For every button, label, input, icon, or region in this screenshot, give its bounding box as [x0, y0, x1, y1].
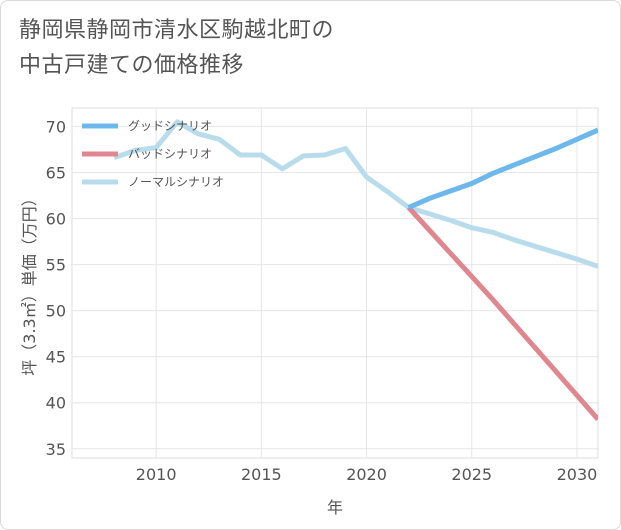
legend-label-bad: バッドシナリオ: [128, 147, 212, 161]
y-tick-label: 65: [46, 163, 66, 182]
x-tick-label: 2020: [346, 465, 387, 484]
x-tick-label: 2015: [241, 465, 282, 484]
series-line-bad: [406, 205, 598, 421]
y-tick-label: 50: [46, 302, 66, 321]
x-tick-label: 2010: [136, 465, 177, 484]
axis-ticks: 35 40 45 50 55 60 65 70 2010 2015 2020 2025 2030: [46, 117, 598, 484]
chart-title-line1: 静岡県静岡市清水区駒越北町の: [19, 18, 335, 43]
y-tick-label: 55: [46, 256, 66, 275]
chart-title-line2: 中古戸建ての価格推移: [19, 53, 245, 78]
x-tick-label: 2030: [557, 465, 598, 484]
series-line-good: [407, 127, 598, 210]
chart-title: 静岡県静岡市清水区駒越北町の 中古戸建ての価格推移: [19, 13, 334, 83]
x-axis-title: 年: [327, 498, 343, 517]
y-tick-label: 45: [46, 348, 66, 367]
series-layer: [113, 119, 598, 421]
x-tick-label: 2025: [451, 465, 492, 484]
y-tick-label: 70: [46, 117, 66, 136]
y-tick-label: 40: [46, 394, 66, 413]
y-tick-label: 35: [46, 440, 66, 459]
legend-label-good: グッドシナリオ: [128, 119, 212, 133]
y-tick-label: 60: [46, 210, 66, 229]
legend-label-normal: ノーマルシナリオ: [128, 175, 224, 189]
series-line-normal: [113, 119, 598, 269]
y-axis-title: 坪（3.3㎡）単価（万円）: [20, 190, 39, 375]
grid-lines: [72, 108, 598, 458]
